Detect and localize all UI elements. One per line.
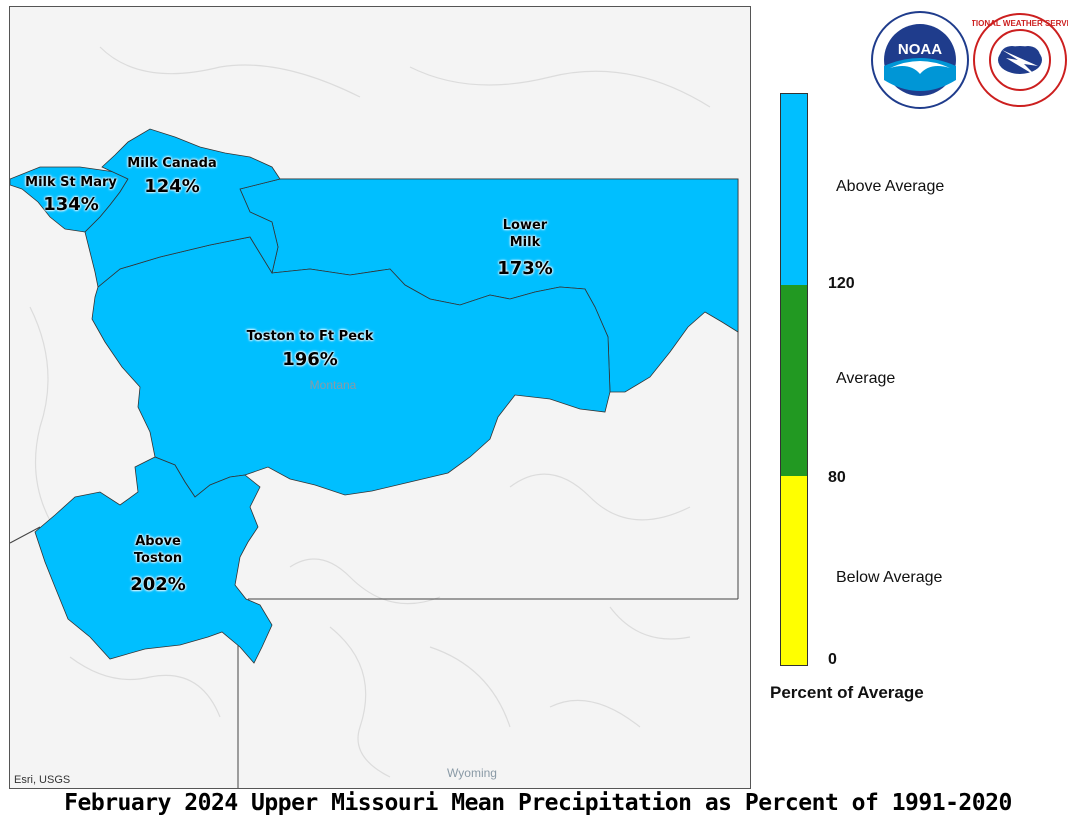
place-label-montana: Montana (309, 378, 357, 392)
svg-text:NOAA: NOAA (898, 41, 942, 58)
map-attribution: Esri, USGS (14, 774, 71, 786)
map-area[interactable]: Milk St Mary 134% Milk Canada 124% Lower… (9, 6, 751, 789)
basin-polygons (10, 128, 739, 664)
legend-label-below-average: Below Average (836, 569, 943, 586)
legend-tick-120: 120 (828, 275, 855, 292)
basin-label-lower-milk: Lower Milk (502, 218, 548, 250)
legend-swatch-average (781, 285, 807, 476)
basin-value-milk-st-mary: 134% (43, 194, 99, 215)
basin-above-toston[interactable] (34, 456, 273, 664)
basin-label-milk-canada: Milk Canada (127, 156, 217, 171)
legend-label-above-average: Above Average (836, 178, 945, 195)
legend-tick-0: 0 (828, 651, 837, 668)
legend-swatch-below-average (781, 476, 807, 665)
basin-label-above-toston: Above Toston (133, 534, 183, 566)
basin-label-toston-to-ft-peck: Toston to Ft Peck (246, 329, 374, 344)
legend-swatch-above-average (781, 94, 807, 285)
svg-text:NATIONAL WEATHER SERVICE: NATIONAL WEATHER SERVICE (972, 19, 1068, 28)
noaa-logo-icon: NOAA (871, 11, 969, 109)
nws-logo-icon: NATIONAL WEATHER SERVICE (960, 13, 1076, 107)
nws-logo: NATIONAL WEATHER SERVICE (960, 10, 1076, 110)
legend-color-bar (780, 93, 808, 666)
place-label-wyoming: Wyoming (447, 766, 497, 780)
legend-title: Percent of Average (770, 683, 924, 702)
terrain-shading (29, 46, 711, 778)
noaa-logo: NOAA (870, 10, 970, 110)
basin-value-milk-canada: 124% (144, 176, 200, 197)
basin-label-milk-st-mary: Milk St Mary (25, 175, 117, 190)
page-title: February 2024 Upper Missouri Mean Precip… (64, 790, 1012, 816)
basin-value-lower-milk: 173% (497, 258, 553, 279)
legend-tick-80: 80 (828, 469, 846, 486)
basin-value-toston-to-ft-peck: 196% (282, 349, 338, 370)
legend-label-average: Average (836, 370, 896, 387)
basin-value-above-toston: 202% (130, 574, 186, 595)
map-canvas (10, 46, 739, 788)
basin-milk-canada[interactable] (84, 128, 281, 288)
